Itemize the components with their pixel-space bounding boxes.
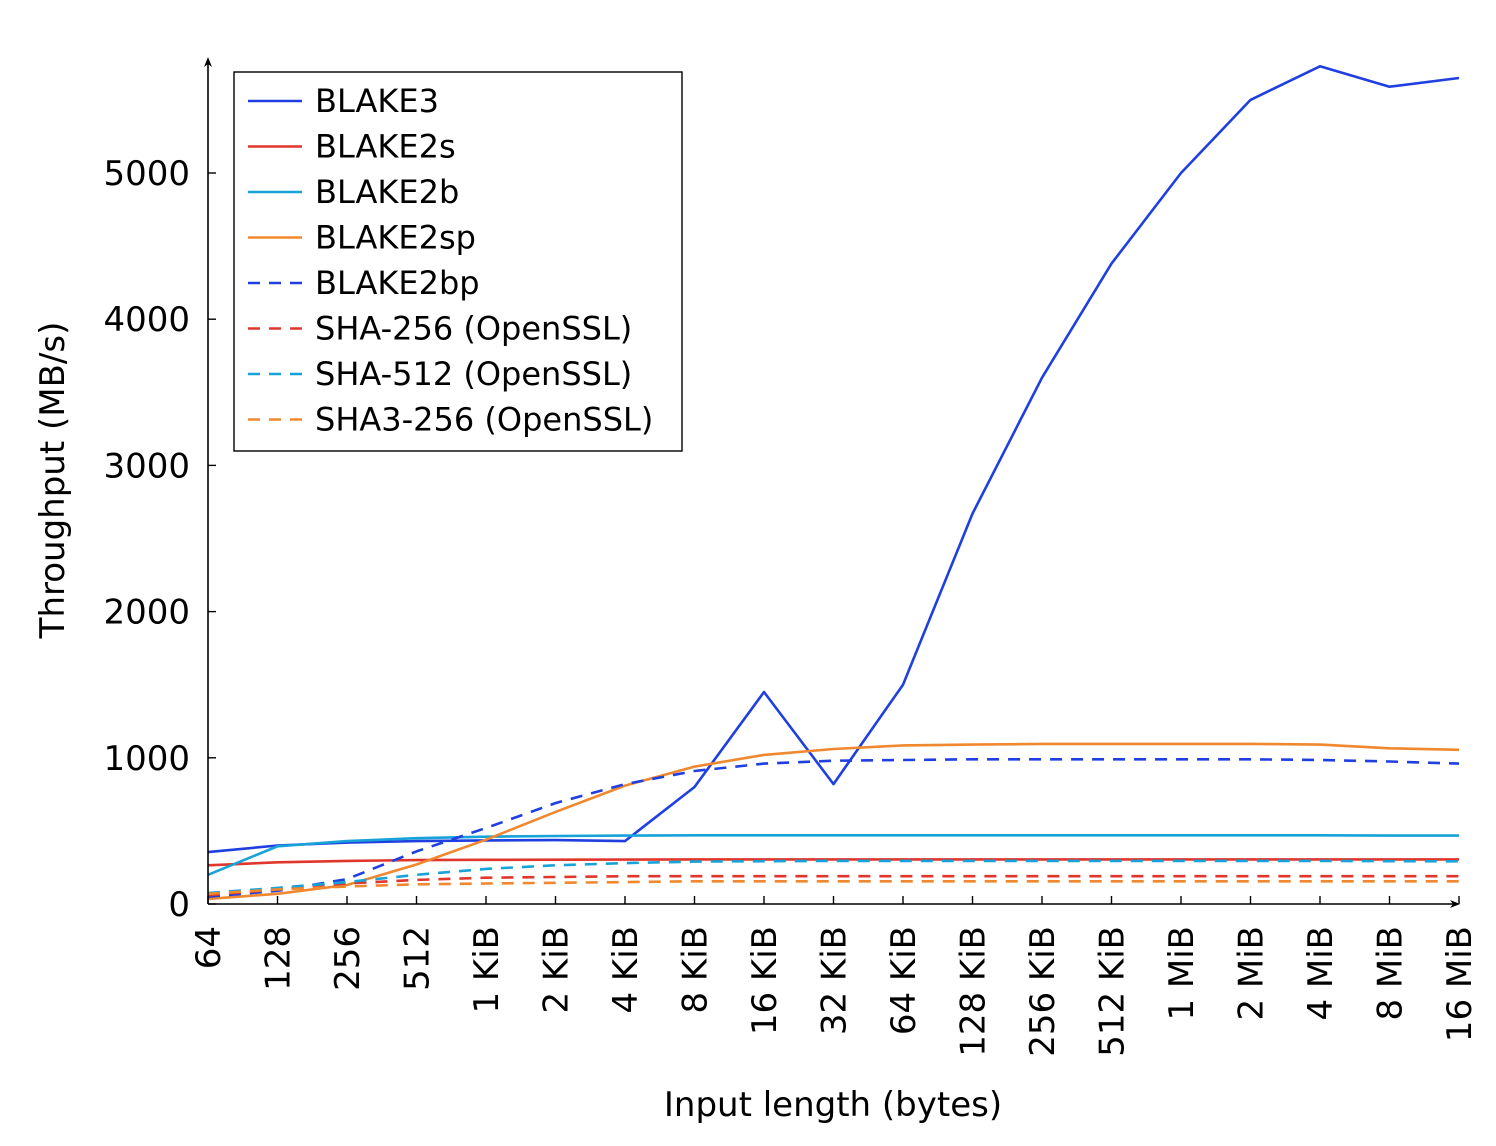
y-tick-label: 1000 [103, 739, 190, 779]
y-tick-label: 5000 [103, 154, 190, 194]
x-axis-arrow [1450, 900, 1460, 908]
x-tick-label: 1 MiB [1162, 926, 1202, 1021]
legend-entry-1: BLAKE2s [315, 128, 456, 166]
x-tick-label: 32 KiB [815, 926, 855, 1035]
series-line-2 [207, 833, 1459, 877]
x-tick-label: 16 MiB [1440, 926, 1480, 1042]
x-tick-label: 1 KiB [467, 926, 507, 1014]
x-tick-label: 256 KiB [1023, 926, 1063, 1057]
x-tick-label: 8 MiB [1371, 926, 1411, 1021]
y-tick-label: 3000 [103, 446, 190, 486]
x-tick-label: 2 KiB [537, 926, 577, 1014]
y-tick-label: 2000 [103, 593, 190, 633]
x-tick-label: 64 [189, 926, 229, 969]
series-line-7 [207, 879, 1459, 896]
legend-entry-3: BLAKE2sp [315, 219, 476, 257]
series-line-3 [207, 742, 1460, 901]
tick-labels: 0 1000 2000 3000 4000 5000 64 128 256 512 1 KiB 2 K… [103, 154, 1480, 1057]
x-tick-label: 64 KiB [884, 926, 924, 1035]
x-tick-label: 4 MiB [1301, 926, 1341, 1021]
x-tick-label: 512 [398, 926, 438, 991]
legend-entry-0: BLAKE3 [315, 82, 439, 120]
axes [204, 57, 1460, 908]
x-tick-label: 2 MiB [1232, 926, 1272, 1021]
x-tick-label: 8 KiB [676, 926, 716, 1014]
legend-entry-2: BLAKE2b [315, 173, 459, 211]
series-line-4 [207, 757, 1460, 898]
legend: BLAKE3 BLAKE2s BLAKE2b BLAKE2sp BLAKE2bp SHA-… [233, 71, 683, 452]
x-axis-label: Input length (bytes) [664, 1085, 1002, 1125]
legend-entry-6: SHA-512 (OpenSSL) [315, 355, 632, 393]
series-line-1 [207, 858, 1459, 867]
series-lines [207, 65, 1460, 901]
x-tick-label: 128 KiB [954, 926, 994, 1057]
legend-box [233, 71, 683, 452]
y-tick-label: 0 [168, 885, 190, 925]
legend-entry-5: SHA-256 (OpenSSL) [315, 310, 632, 348]
x-tick-label: 128 [259, 926, 299, 991]
legend-entry-4: BLAKE2bp [315, 264, 480, 302]
x-tick-label: 16 KiB [745, 926, 785, 1035]
x-tick-label: 512 KiB [1093, 926, 1133, 1057]
series-line-5 [207, 874, 1459, 897]
x-tick-label: 4 KiB [606, 926, 646, 1014]
legend-entry-7: SHA3-256 (OpenSSL) [315, 401, 653, 439]
series-line-0 [207, 65, 1460, 854]
series-line-6 [207, 859, 1460, 895]
y-axis-arrow [204, 57, 212, 67]
y-tick-label: 4000 [103, 300, 190, 340]
y-axis-label: Throughput (MB/s) [33, 322, 73, 640]
x-tick-label: 256 [328, 926, 368, 991]
